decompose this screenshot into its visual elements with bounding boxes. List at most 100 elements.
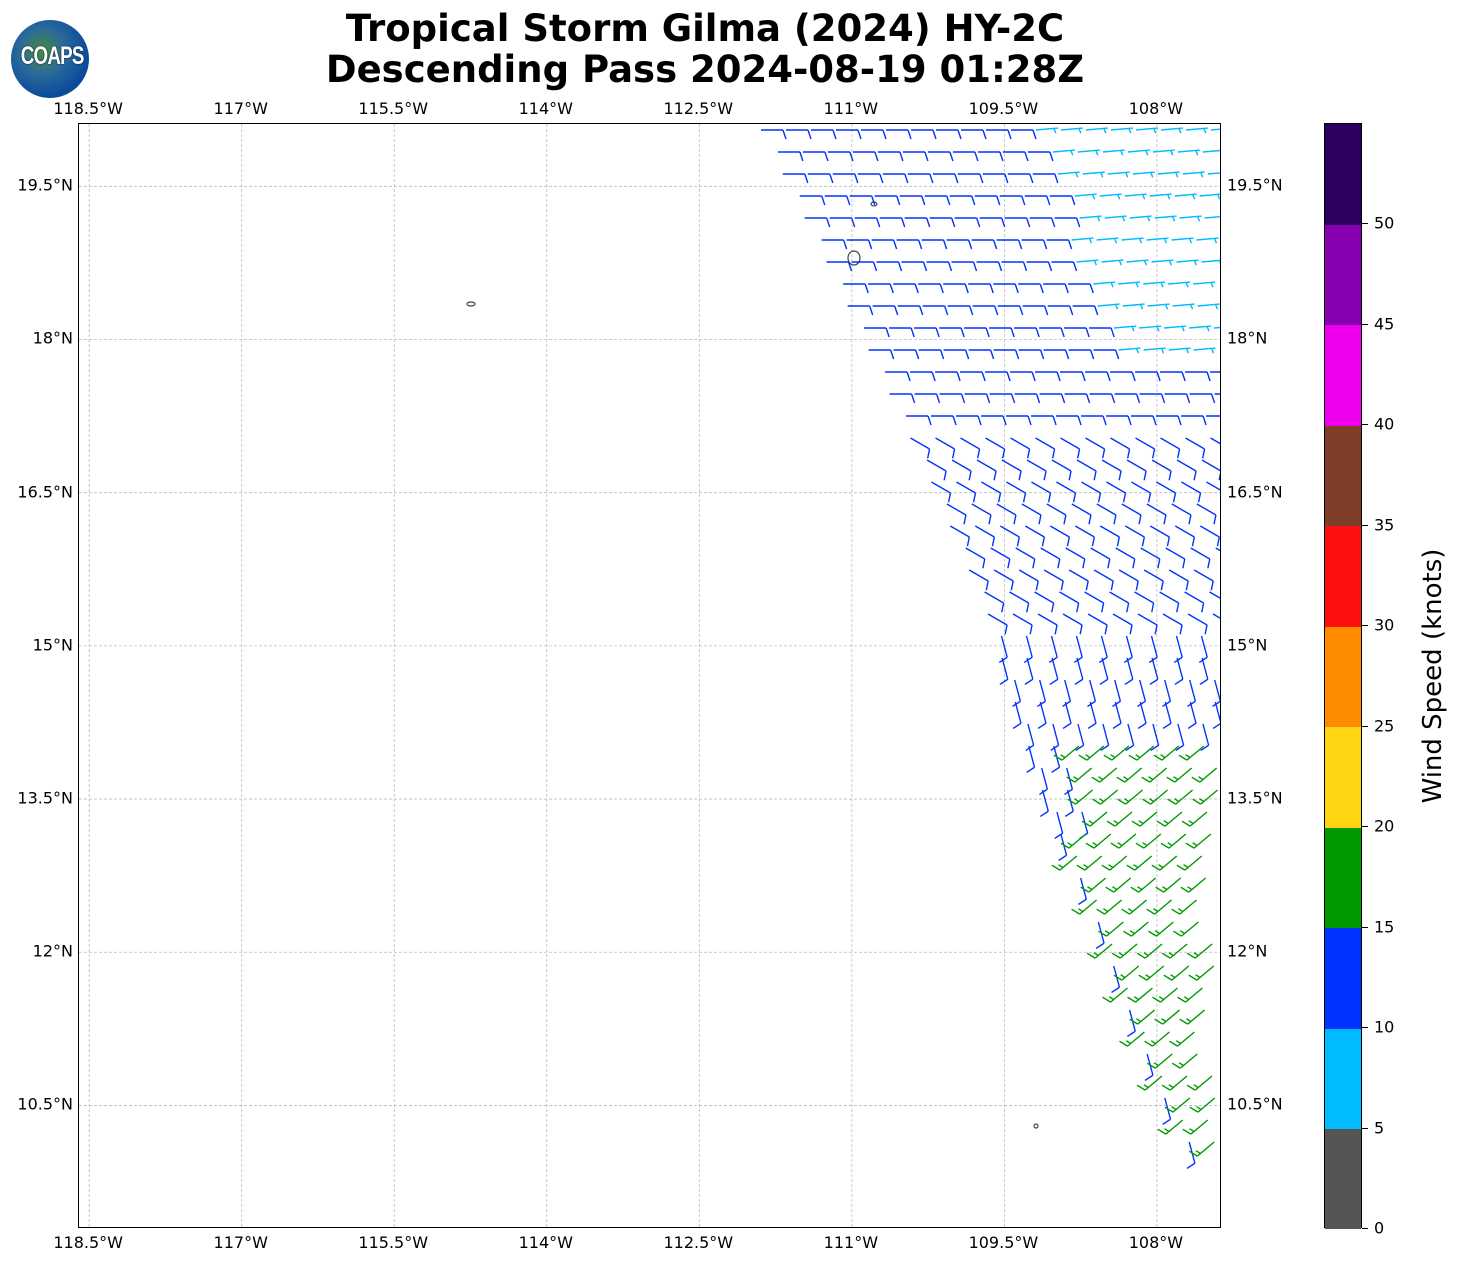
wind-barb xyxy=(1043,349,1070,360)
wind-barb xyxy=(1137,679,1147,708)
wind-barb xyxy=(1138,965,1165,981)
lat-tick-label-left: 10.5°N xyxy=(17,1094,73,1114)
wind-barb xyxy=(1085,371,1111,382)
wind-barb xyxy=(951,459,972,481)
wind-barb xyxy=(1187,679,1197,708)
colorbar-tick-label: 25 xyxy=(1374,716,1395,736)
wind-barb xyxy=(1150,723,1160,752)
wind-barb xyxy=(989,393,1016,404)
wind-barb xyxy=(1212,679,1220,708)
wind-barb xyxy=(1078,745,1105,761)
colorbar-bin xyxy=(1325,827,1361,929)
wind-barb xyxy=(1021,503,1042,525)
wind-barb xyxy=(1156,811,1183,827)
wind-barb xyxy=(1081,415,1107,426)
wind-barb xyxy=(1085,833,1112,849)
wind-barb xyxy=(960,371,986,382)
wind-barb xyxy=(1076,459,1097,481)
wind-barb xyxy=(1141,767,1168,783)
wind-barb xyxy=(1173,635,1183,664)
wind-barb xyxy=(1098,635,1108,664)
wind-barb xyxy=(1135,127,1158,134)
wind-barb xyxy=(1206,481,1220,491)
lon-tick-label-bottom: 114°W xyxy=(518,1233,573,1252)
wind-barb xyxy=(1171,899,1197,915)
wind-barb xyxy=(1037,701,1047,730)
wind-barb xyxy=(1199,525,1220,547)
wind-barb xyxy=(1097,303,1120,310)
wind-barb xyxy=(1126,1009,1136,1038)
wind-barb xyxy=(1186,1075,1213,1091)
wind-barb xyxy=(1082,171,1105,178)
wind-barb xyxy=(1174,193,1197,200)
wind-barb xyxy=(1189,393,1216,404)
wind-barb xyxy=(1001,261,1028,272)
wind-barb xyxy=(1099,525,1121,547)
wind-barb xyxy=(1049,195,1076,206)
lat-tick-label-left: 19.5°N xyxy=(17,175,73,195)
wind-barb xyxy=(1117,789,1144,805)
wind-barb xyxy=(1068,569,1089,591)
wind-barb xyxy=(971,503,992,525)
wind-barb xyxy=(802,151,829,162)
colorbar-tick-mark xyxy=(1362,323,1368,325)
wind-barb xyxy=(971,239,998,250)
wind-barb xyxy=(1086,943,1113,959)
wind-barb xyxy=(1130,877,1157,893)
wind-barb xyxy=(1026,459,1047,481)
wind-barb xyxy=(1074,193,1097,200)
wind-barb xyxy=(1106,415,1132,426)
wind-barb xyxy=(946,239,973,250)
wind-barb xyxy=(1112,613,1133,635)
wind-barb xyxy=(1185,127,1208,134)
wind-barb xyxy=(1123,635,1133,664)
wind-barb xyxy=(827,151,854,162)
wind-barb xyxy=(999,657,1009,686)
wind-barb xyxy=(931,481,952,503)
wind-barb xyxy=(1121,899,1147,915)
wind-barb xyxy=(1037,679,1047,708)
wind-barb xyxy=(1139,393,1166,404)
wind-barb xyxy=(956,481,977,503)
wind-barb xyxy=(1081,481,1102,503)
wind-barb xyxy=(987,613,1008,635)
wind-barb xyxy=(1025,723,1035,752)
wind-barb xyxy=(1100,723,1110,752)
wind-barb xyxy=(1156,415,1182,426)
wind-barb xyxy=(885,129,912,140)
wind-barb xyxy=(1182,1119,1209,1135)
wind-barb xyxy=(1155,877,1182,893)
wind-barb xyxy=(1162,613,1183,635)
wind-barb xyxy=(1142,789,1169,805)
wind-barb xyxy=(1087,613,1108,635)
wind-barb xyxy=(1118,569,1139,591)
lat-tick-label-left: 15°N xyxy=(32,635,73,655)
colorbar-bin xyxy=(1325,425,1361,527)
wind-barb xyxy=(996,239,1023,250)
colorbar-bin xyxy=(1325,726,1361,828)
wind-barb xyxy=(1004,217,1031,228)
lat-tick-label-right: 12°N xyxy=(1227,941,1268,961)
wind-barb xyxy=(1199,657,1209,686)
wind-barb xyxy=(1210,128,1220,131)
colorbar-tick-mark xyxy=(1362,223,1368,225)
wind-barb xyxy=(1057,171,1080,178)
wind-barb xyxy=(1027,151,1054,162)
wind-barb xyxy=(1012,679,1022,708)
colorbar-tick-label: 20 xyxy=(1374,816,1395,836)
lat-tick-label-right: 18°N xyxy=(1227,328,1268,348)
wind-barb xyxy=(1095,921,1105,950)
wind-barb xyxy=(1165,547,1186,569)
wind-barb xyxy=(964,393,991,404)
wind-barb xyxy=(929,217,956,228)
wind-barb xyxy=(1035,127,1058,134)
wind-barb xyxy=(1066,767,1093,783)
wind-barb xyxy=(952,151,979,162)
colorbar-bin xyxy=(1325,927,1361,1029)
wind-barb xyxy=(972,305,999,316)
wind-barb xyxy=(993,569,1014,591)
wind-barb xyxy=(896,239,923,250)
wind-barb xyxy=(1071,899,1097,915)
wind-barb xyxy=(1051,855,1078,871)
wind-barb xyxy=(1018,569,1039,591)
